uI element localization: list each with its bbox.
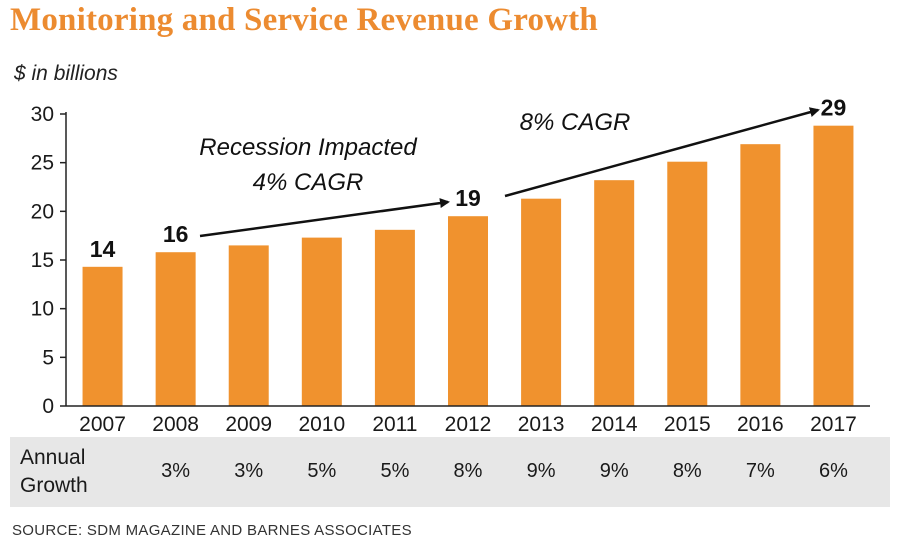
y-tick-label: 0 (42, 395, 54, 418)
bar-2017 (813, 125, 854, 407)
annual-growth-value-2010: 5% (307, 460, 337, 482)
data-label-2017: 29 (821, 95, 847, 121)
annual-growth-value-2016: 7% (745, 460, 775, 482)
y-tick-label: 5 (42, 346, 54, 369)
chart-title: Monitoring and Service Revenue Growth (10, 2, 598, 38)
y-tick-label: 20 (31, 200, 54, 223)
bar-2013 (521, 198, 562, 406)
y-tick-label: 30 (31, 103, 54, 126)
x-tick-label-2011: 2011 (372, 413, 417, 436)
y-tick-label: 15 (31, 249, 54, 272)
bar-2012 (448, 216, 488, 406)
annual-growth-value-2013: 9% (526, 460, 556, 482)
data-label-2012: 19 (455, 185, 481, 211)
annual-growth-label-line2: Growth (20, 474, 88, 497)
annual-growth-value-2012: 8% (453, 460, 483, 482)
annual-growth-value-2008: 3% (161, 460, 191, 482)
data-label-2007: 14 (90, 236, 116, 262)
bar-2011 (374, 229, 415, 406)
x-tick-label-2015: 2015 (664, 413, 711, 436)
data-label-2008: 16 (163, 221, 189, 247)
bar-2015 (667, 161, 708, 406)
annual-growth-value-2009: 3% (234, 460, 264, 482)
x-tick-label-2008: 2008 (152, 413, 199, 436)
recession-cagr-arrow (199, 198, 450, 238)
annual-growth-value-2015: 8% (672, 460, 702, 482)
annual-growth-label-line1: Annual (20, 446, 86, 469)
x-tick-label-2013: 2013 (518, 413, 565, 436)
bar-2014 (594, 180, 635, 406)
recession-annotation-line2: 4% CAGR (253, 169, 364, 196)
annual-growth-value-2017: 6% (819, 460, 848, 482)
y-tick-label: 10 (31, 298, 54, 321)
bar-chart: 0 5 10 15 20 25 30 2007 2008 2009 2010 2011 2012 201… (31, 95, 870, 436)
x-tick-label-2017: 2017 (810, 413, 857, 436)
x-tick-label-2007: 2007 (79, 413, 126, 436)
x-tick-label-2016: 2016 (737, 413, 784, 436)
annual-growth-value-2011: 5% (380, 460, 410, 482)
annual-growth-row (10, 437, 890, 507)
bar-2016 (740, 144, 781, 406)
bar-2009 (228, 245, 269, 406)
annual-growth-value-2014: 9% (599, 460, 629, 482)
y-axis-unit-label: $ in billions (14, 62, 118, 85)
x-tick-label-2012: 2012 (445, 413, 492, 436)
recession-annotation-line1: Recession Impacted (199, 134, 417, 161)
growth-cagr-arrow (504, 107, 820, 198)
bar-2010 (301, 237, 342, 406)
source-note: SOURCE: SDM MAGAZINE AND BARNES ASSOCIAT… (12, 522, 412, 539)
annual-growth-label: Annual Growth (20, 444, 88, 500)
x-tick-label-2010: 2010 (298, 413, 345, 436)
bar-2007 (82, 266, 123, 406)
bar-2008 (155, 252, 196, 406)
y-tick-label: 25 (31, 152, 54, 175)
x-tick-label-2009: 2009 (225, 413, 272, 436)
growth-cagr-annotation: 8% CAGR (520, 109, 631, 136)
x-tick-label-2014: 2014 (591, 413, 638, 436)
